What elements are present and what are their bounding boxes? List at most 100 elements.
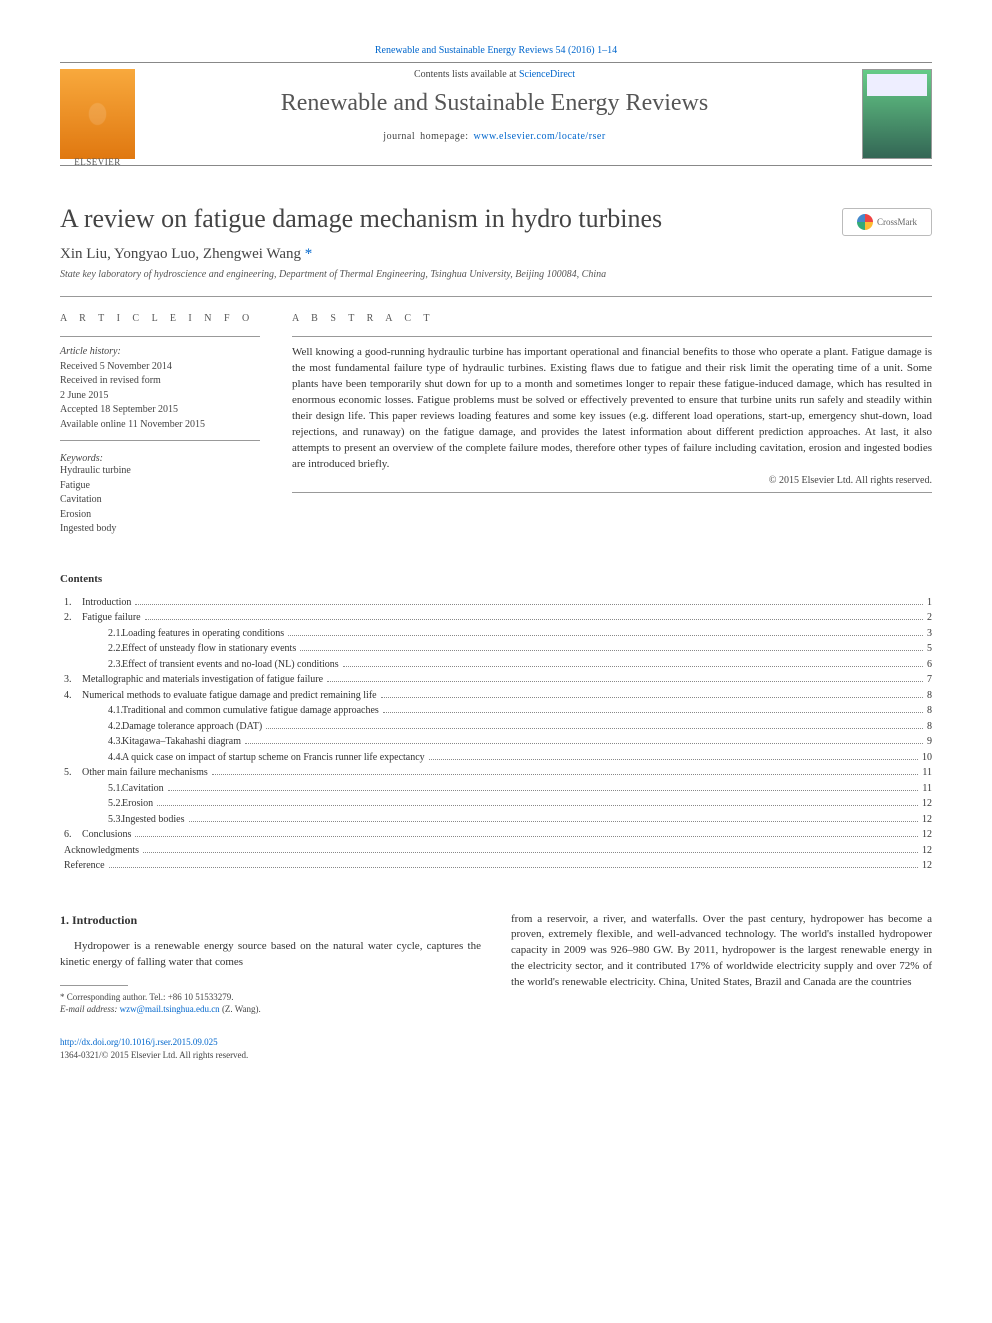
abstract-divider: [292, 336, 932, 337]
toc-entry[interactable]: 4.4.A quick case on impact of startup sc…: [60, 750, 932, 766]
crossmark-label: CrossMark: [877, 217, 917, 227]
toc-leader-dots: [168, 790, 919, 791]
toc-leader-dots: [288, 635, 923, 636]
toc-entry[interactable]: 4.1.Traditional and common cumulative fa…: [60, 703, 932, 719]
toc-entry[interactable]: Reference 12: [60, 858, 932, 874]
article-title: A review on fatigue damage mechanism in …: [60, 204, 932, 234]
toc-page-number: 12: [920, 796, 932, 812]
toc-page-number: 12: [920, 812, 932, 828]
toc-page-number: 12: [920, 827, 932, 843]
article-info-heading: A R T I C L E I N F O: [60, 313, 260, 324]
section-1-heading: 1. Introduction: [60, 912, 481, 929]
toc-entry[interactable]: 3.Metallographic and materials investiga…: [60, 672, 932, 688]
toc-page-number: 10: [920, 750, 932, 766]
toc-entry[interactable]: 5.2.Erosion12: [60, 796, 932, 812]
toc-number: 4.: [60, 688, 82, 704]
toc-entry[interactable]: 4.3.Kitagawa–Takahashi diagram 9: [60, 734, 932, 750]
toc-number: 2.3.: [82, 657, 122, 673]
sciencedirect-link[interactable]: ScienceDirect: [519, 69, 575, 80]
toc-page-number: 9: [925, 734, 932, 750]
toc-entry[interactable]: 2.Fatigue failure2: [60, 610, 932, 626]
toc-entry[interactable]: 5.Other main failure mechanisms11: [60, 765, 932, 781]
toc-number: 4.1.: [82, 703, 122, 719]
toc-title: Cavitation: [122, 781, 166, 797]
body-paragraph: from a reservoir, a river, and waterfall…: [511, 912, 932, 992]
toc-title: Loading features in operating conditions: [122, 626, 286, 642]
email-suffix: (Z. Wang).: [220, 1004, 261, 1014]
toc-entry[interactable]: Acknowledgments 12: [60, 843, 932, 859]
crossmark-badge[interactable]: CrossMark: [842, 208, 932, 236]
abstract-divider: [292, 492, 932, 493]
email-label: E-mail address:: [60, 1004, 120, 1014]
keyword: Fatigue: [60, 480, 90, 491]
toc-title: Acknowledgments: [64, 843, 141, 859]
history-revised-1: Received in revised form: [60, 375, 161, 386]
contents-lists-line: Contents lists available at ScienceDirec…: [145, 69, 844, 80]
toc-entry[interactable]: 2.3.Effect of transient events and no-lo…: [60, 657, 932, 673]
toc-title: Reference: [64, 858, 107, 874]
authors-line: Xin Liu, Yongyao Luo, Zhengwei Wang *: [60, 246, 932, 263]
history-received: Received 5 November 2014: [60, 361, 172, 372]
toc-leader-dots: [327, 681, 923, 682]
section-divider: [60, 296, 932, 297]
toc-entry[interactable]: 4.2.Damage tolerance approach (DAT)8: [60, 719, 932, 735]
history-online: Available online 11 November 2015: [60, 419, 205, 430]
toc-leader-dots: [383, 712, 923, 713]
toc-title: Damage tolerance approach (DAT): [122, 719, 264, 735]
journal-cover-icon: [862, 69, 932, 159]
toc-title: Traditional and common cumulative fatigu…: [122, 703, 381, 719]
toc-entry[interactable]: 4.Numerical methods to evaluate fatigue …: [60, 688, 932, 704]
history-accepted: Accepted 18 September 2015: [60, 404, 178, 415]
toc-entry[interactable]: 6.Conclusions12: [60, 827, 932, 843]
toc-entry[interactable]: 5.3.Ingested bodies12: [60, 812, 932, 828]
toc-leader-dots: [245, 743, 923, 744]
toc-leader-dots: [381, 697, 923, 698]
journal-homepage-line: journal homepage: www.elsevier.com/locat…: [145, 131, 844, 142]
affiliation: State key laboratory of hydroscience and…: [60, 269, 932, 280]
toc-entry[interactable]: 2.2.Effect of unsteady flow in stationar…: [60, 641, 932, 657]
toc-page-number: 3: [925, 626, 932, 642]
toc-page-number: 1: [925, 595, 932, 611]
corresponding-author-footnote: * Corresponding author. Tel.: +86 10 515…: [60, 991, 481, 1004]
article-history-label: Article history:: [60, 346, 121, 357]
toc-title: Introduction: [82, 595, 133, 611]
toc-number: 3.: [60, 672, 82, 688]
contents-heading: Contents: [60, 573, 932, 585]
toc-page-number: 2: [925, 610, 932, 626]
toc-page-number: 12: [920, 858, 932, 874]
toc-title: Kitagawa–Takahashi diagram: [122, 734, 243, 750]
toc-leader-dots: [343, 666, 923, 667]
toc-leader-dots: [266, 728, 923, 729]
toc-title: Effect of unsteady flow in stationary ev…: [122, 641, 298, 657]
author-names: Xin Liu, Yongyao Luo, Zhengwei Wang: [60, 246, 301, 262]
toc-number: 4.3.: [82, 734, 122, 750]
toc-entry[interactable]: 1.Introduction1: [60, 595, 932, 611]
toc-number: 5.1.: [82, 781, 122, 797]
keywords-label: Keywords:: [60, 453, 260, 464]
toc-number: 4.2.: [82, 719, 122, 735]
journal-title: Renewable and Sustainable Energy Reviews: [145, 90, 844, 117]
toc-leader-dots: [300, 650, 923, 651]
toc-entry[interactable]: 2.1.Loading features in operating condit…: [60, 626, 932, 642]
toc-number: 5.: [60, 765, 82, 781]
toc-leader-dots: [135, 836, 918, 837]
journal-homepage-link[interactable]: www.elsevier.com/locate/rser: [474, 131, 606, 142]
toc-page-number: 12: [920, 843, 932, 859]
body-paragraph: Hydropower is a renewable energy source …: [60, 939, 481, 971]
toc-title: Fatigue failure: [82, 610, 143, 626]
author-email-link[interactable]: wzw@mail.tsinghua.edu.cn: [120, 1004, 220, 1014]
keyword: Erosion: [60, 509, 91, 520]
elsevier-logo-icon: [60, 69, 135, 159]
toc-number: 2.1.: [82, 626, 122, 642]
contents-prefix: Contents lists available at: [414, 69, 519, 80]
publisher-name: ELSEVIER: [60, 157, 135, 167]
keyword: Ingested body: [60, 523, 116, 534]
toc-title: Ingested bodies: [122, 812, 187, 828]
toc-page-number: 11: [920, 781, 932, 797]
doi-link[interactable]: http://dx.doi.org/10.1016/j.rser.2015.09…: [60, 1037, 218, 1047]
journal-citation[interactable]: Renewable and Sustainable Energy Reviews…: [60, 45, 932, 56]
toc-entry[interactable]: 5.1.Cavitation 11: [60, 781, 932, 797]
toc-leader-dots: [143, 852, 918, 853]
corresponding-author-mark[interactable]: *: [305, 246, 313, 262]
toc-leader-dots: [429, 759, 918, 760]
